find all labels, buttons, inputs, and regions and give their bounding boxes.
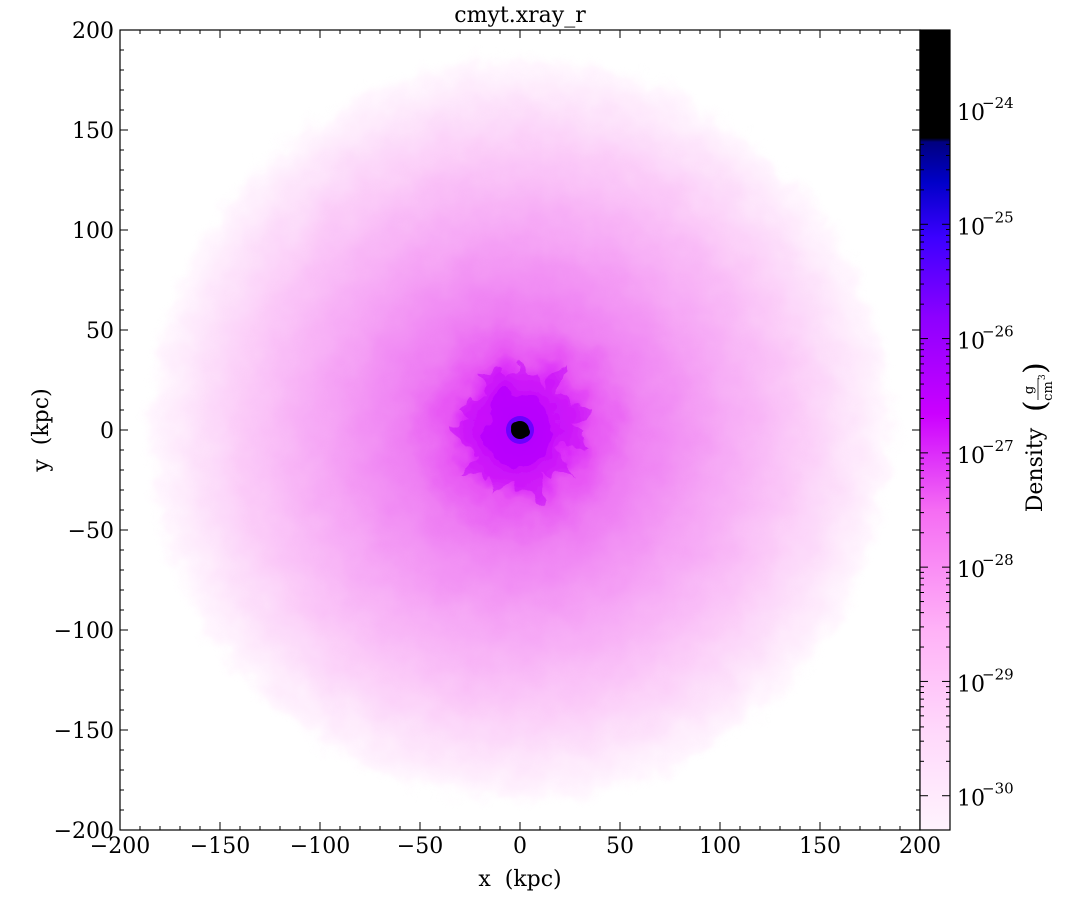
x-axis-label: x (kpc) <box>478 867 561 892</box>
y-axis-label: y (kpc) <box>29 388 54 472</box>
y-tick-label: −50 <box>68 519 114 544</box>
y-tick-labels: −200 −150 −100 −50 0 50 100 150 200 <box>54 19 114 844</box>
colorbar-tick-exponent: −24 <box>982 94 1014 112</box>
density-heatmap <box>140 50 900 810</box>
colorbar-paren-open: ( <box>1018 400 1053 412</box>
x-tick-label: −200 <box>90 834 150 859</box>
y-tick-label: −150 <box>54 719 114 744</box>
colorbar <box>919 29 951 831</box>
axis-ticks <box>119 29 921 831</box>
colorbar-tick-base: 10 <box>957 101 985 126</box>
colorbar-quantity-label: Density <box>1023 427 1048 512</box>
chart-title: cmyt.xray_r <box>454 3 586 28</box>
colorbar-unit-numerator: g <box>1022 386 1037 394</box>
x-tick-label: 200 <box>899 834 941 859</box>
y-tick-label: 0 <box>100 419 114 444</box>
y-tick-label: 50 <box>86 319 114 344</box>
colorbar-tick-base: 10 <box>957 787 985 812</box>
colorbar-tick-label: 10−26 <box>957 323 1014 355</box>
density-central-peak-lobe <box>511 422 521 432</box>
x-tick-label: 50 <box>606 834 634 859</box>
colorbar-unit-exponent: 3 <box>1038 374 1048 380</box>
y-tick-label: −100 <box>54 619 114 644</box>
colorbar-tick-exponent: −30 <box>982 780 1014 798</box>
colorbar-paren-close: ) <box>1018 362 1053 374</box>
x-tick-label: −100 <box>290 834 350 859</box>
colorbar-tick-base: 10 <box>957 672 985 697</box>
density-central-peak-lobe <box>520 427 530 437</box>
y-tick-label: 100 <box>72 219 114 244</box>
colorbar-tick-label: 10−25 <box>957 208 1014 240</box>
colorbar-tick-label: 10−28 <box>957 551 1014 583</box>
x-tick-label: 150 <box>799 834 841 859</box>
colorbar-tick-label: 10−24 <box>957 94 1014 126</box>
colorbar-tick-base: 10 <box>957 330 985 355</box>
colorbar-tick-exponent: −28 <box>982 551 1014 569</box>
y-tick-label: 200 <box>72 19 114 44</box>
colorbar-unit-denominator: cm <box>1041 381 1056 401</box>
y-tick-label: −200 <box>54 819 114 844</box>
colorbar-tick-label: 10−29 <box>957 665 1014 697</box>
colorbar-tick-label: 10−27 <box>957 437 1014 469</box>
colorbar-tick-base: 10 <box>957 444 985 469</box>
y-tick-label: 150 <box>72 119 114 144</box>
colorbar-label: Density ( g cm 3 ) <box>1018 362 1056 512</box>
colorbar-ticks <box>920 29 950 797</box>
x-tick-label: −50 <box>397 834 443 859</box>
colorbar-tick-base: 10 <box>957 558 985 583</box>
colorbar-tick-label: 10−30 <box>957 780 1014 812</box>
colorbar-tick-exponent: −29 <box>982 665 1014 683</box>
colorbar-tick-exponent: −27 <box>982 437 1014 455</box>
x-tick-label: −150 <box>190 834 250 859</box>
x-tick-labels: −200 −150 −100 −50 0 50 100 150 200 <box>90 834 941 859</box>
x-tick-label: 0 <box>513 834 527 859</box>
colorbar-tick-exponent: −26 <box>982 323 1014 341</box>
x-tick-label: 100 <box>699 834 741 859</box>
colorbar-tick-exponent: −25 <box>982 208 1014 226</box>
colorbar-tick-base: 10 <box>957 215 985 240</box>
